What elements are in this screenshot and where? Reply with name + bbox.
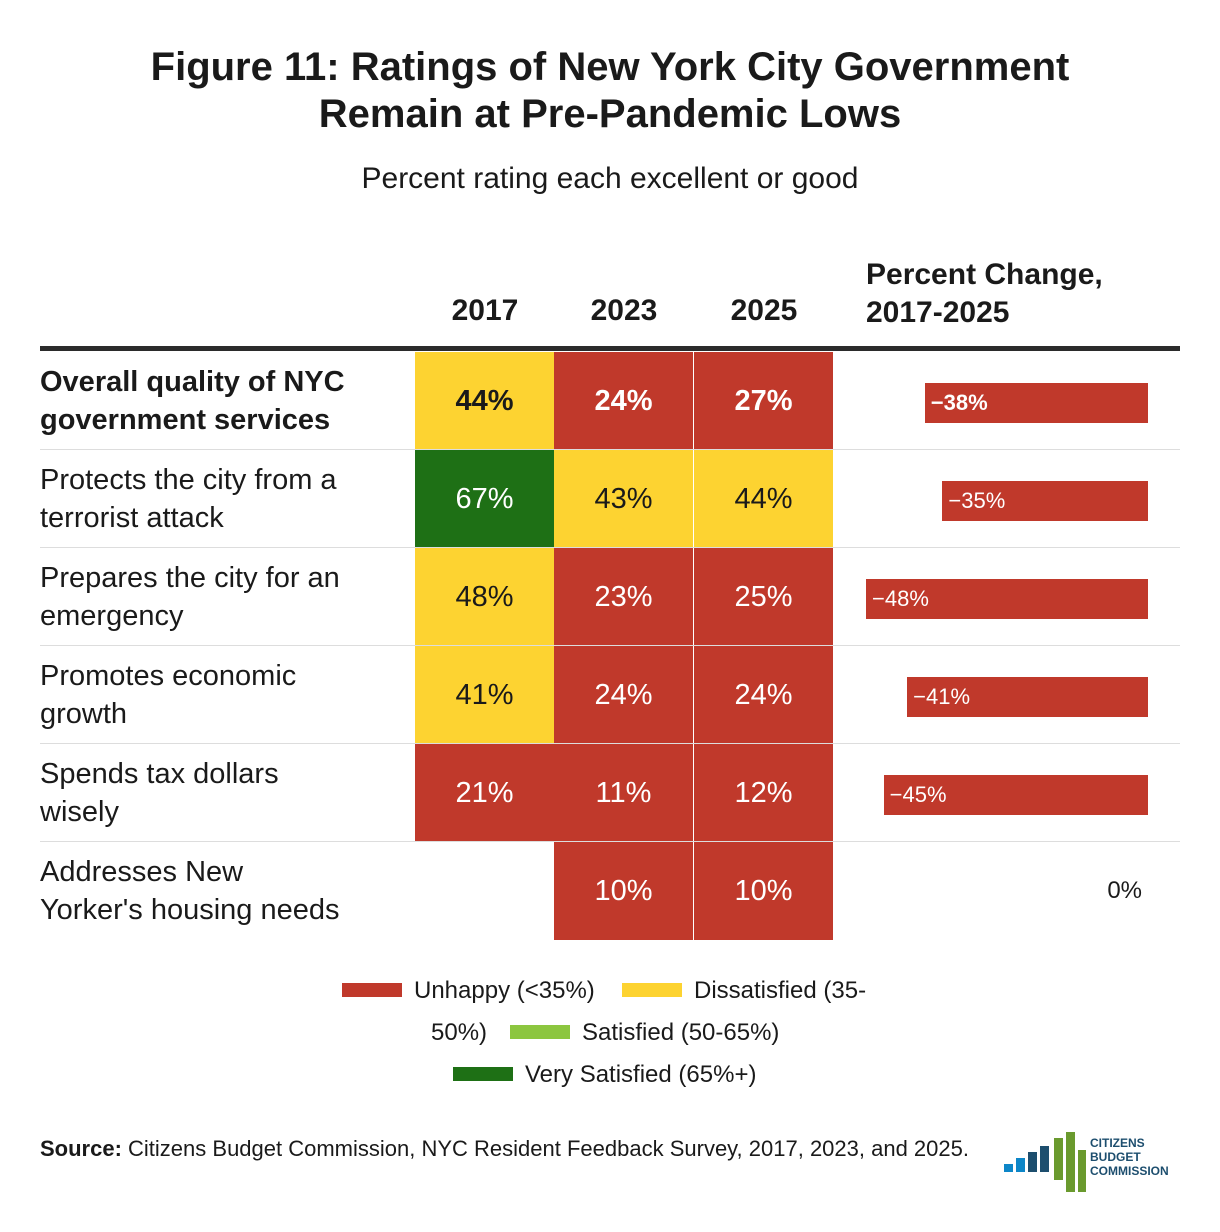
legend-swatch-satisfied xyxy=(510,1025,570,1039)
cell-protects-from-terrorism-2025: 44% xyxy=(694,450,833,548)
change-bar-overall-quality: −38% xyxy=(924,383,1148,423)
row-label-line: terrorist attack xyxy=(40,502,224,534)
cell-emergency-preparedness-2017: 48% xyxy=(415,548,554,646)
cell-protects-from-terrorism-2017: 67% xyxy=(415,450,554,548)
chart-subtitle: Percent rating each excellent or good xyxy=(361,162,859,195)
source-text: Citizens Budget Commission, NYC Resident… xyxy=(121,1136,969,1161)
cell-protects-from-terrorism-2023: 43% xyxy=(554,450,693,548)
row-label-line: Protects the city from a xyxy=(40,464,337,496)
cell-spends-wisely-2017: 21% xyxy=(415,744,554,842)
cell-overall-quality-2017: 44% xyxy=(415,352,554,450)
row-label-housing-needs: Addresses New Yorker's housing needs xyxy=(40,853,410,929)
column-header-2017: 2017 xyxy=(451,294,519,327)
row-label-spends-wisely: Spends tax dollars wisely xyxy=(40,755,410,831)
cell-economic-growth-2017: 41% xyxy=(415,646,554,744)
cbc-logo: CITIZENS BUDGET COMMISSION xyxy=(1000,1130,1200,1200)
change-bar-economic-growth: −41% xyxy=(907,677,1148,717)
cell-spends-wisely-2023: 11% xyxy=(554,744,693,842)
change-header-line-1: Percent Change, xyxy=(866,258,1103,291)
change-bar-spends-wisely: −45% xyxy=(883,775,1148,815)
cell-emergency-preparedness-2023: 23% xyxy=(554,548,693,646)
column-header-2023: 2023 xyxy=(590,294,658,327)
cell-overall-quality-2023: 24% xyxy=(554,352,693,450)
legend-swatch-unhappy xyxy=(342,983,402,997)
legend-label-very-satisfied: Very Satisfied (65%+) xyxy=(525,1061,757,1088)
column-header-percent-change: Percent Change, 2017-2025 xyxy=(866,256,1103,332)
row-label-economic-growth: Promotes economic growth xyxy=(40,657,410,733)
cell-spends-wisely-2025: 12% xyxy=(694,744,833,842)
cell-housing-needs-2023: 10% xyxy=(554,842,693,940)
cell-housing-needs-2025: 10% xyxy=(694,842,833,940)
logo-text-2: BUDGET xyxy=(1090,1150,1141,1164)
logo-bars-icon xyxy=(1004,1132,1086,1192)
legend-label-satisfied: Satisfied (50-65%) xyxy=(582,1019,780,1046)
row-divider xyxy=(40,645,1180,646)
row-divider xyxy=(40,841,1180,842)
cell-economic-growth-2025: 24% xyxy=(694,646,833,744)
legend-swatch-dissatisfied xyxy=(622,983,682,997)
cell-emergency-preparedness-2025: 25% xyxy=(694,548,833,646)
legend-label-unhappy: Unhappy (<35%) xyxy=(414,977,595,1004)
row-label-protects-from-terrorism: Protects the city from a terrorist attack xyxy=(40,461,410,537)
chart-title: Figure 11: Ratings of New York City Gove… xyxy=(0,44,1220,138)
change-bar-protects-from-terrorism: −35% xyxy=(942,481,1148,521)
legend-label-dissatisfied: Dissatisfied (35- xyxy=(694,977,867,1004)
row-label-line: wisely xyxy=(40,796,119,828)
row-divider xyxy=(40,449,1180,450)
row-label-emergency-preparedness: Prepares the city for an emergency xyxy=(40,559,410,635)
row-label-line: Addresses New xyxy=(40,856,244,888)
row-divider xyxy=(40,743,1180,744)
row-label-line: Spends tax dollars xyxy=(40,758,279,790)
cell-overall-quality-2025: 27% xyxy=(694,352,833,450)
row-label-line: Yorker's housing needs xyxy=(40,894,340,926)
header-rule xyxy=(40,346,1180,351)
change-bar-emergency-preparedness: −48% xyxy=(866,579,1148,619)
row-label-line: Promotes economic xyxy=(40,660,297,692)
row-label-overall-quality: Overall quality of NYC government service… xyxy=(40,363,410,439)
logo-text-1: CITIZENS xyxy=(1090,1136,1145,1150)
row-label-line: growth xyxy=(40,698,128,730)
change-label-housing-needs: 0% xyxy=(1107,877,1142,904)
change-header-line-2: 2017-2025 xyxy=(866,296,1010,329)
row-label-line: Overall quality of NYC xyxy=(40,366,345,398)
title-line-1: Figure 11: Ratings of New York City Gove… xyxy=(150,45,1070,89)
source-note: Source: Citizens Budget Commission, NYC … xyxy=(40,1134,980,1164)
column-header-2025: 2025 xyxy=(730,294,798,327)
title-line-2: Remain at Pre-Pandemic Lows xyxy=(318,92,902,136)
legend-label-dissatisfied-cont: 50%) xyxy=(431,1019,488,1046)
source-label: Source: xyxy=(40,1136,122,1161)
legend-swatch-very-satisfied xyxy=(453,1067,513,1081)
row-label-line: emergency xyxy=(40,600,184,632)
cell-economic-growth-2023: 24% xyxy=(554,646,693,744)
row-label-line: government services xyxy=(40,404,331,436)
logo-text-3: COMMISSION xyxy=(1090,1164,1169,1178)
row-label-line: Prepares the city for an xyxy=(40,562,340,594)
row-divider xyxy=(40,547,1180,548)
